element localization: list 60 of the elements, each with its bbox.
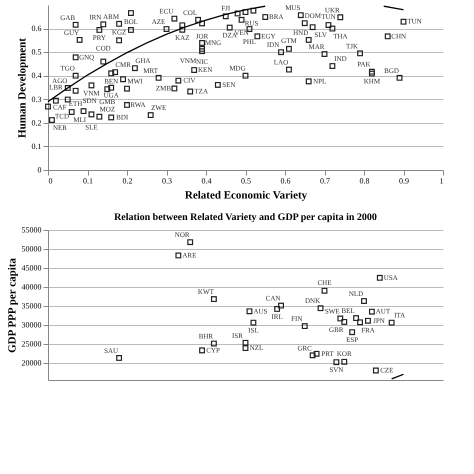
y-axis-title: Human Development [16, 38, 28, 138]
x-tick-label: 0.9 [399, 176, 409, 186]
point [376, 274, 383, 281]
point [210, 340, 217, 346]
y-tick-label: 20000 [22, 358, 42, 368]
x-tick-label: 0.4 [202, 176, 212, 186]
x-tick-label: 0.5 [241, 176, 251, 186]
y-tick-label: 45000 [22, 263, 42, 272]
y-tick-label: 40000 [22, 282, 42, 292]
point [210, 296, 217, 302]
point [246, 308, 252, 314]
y-tick-label: 0.4 [32, 71, 42, 80]
x-tick-label: 0 [48, 176, 52, 186]
x-tick-label: 0.2 [122, 176, 132, 186]
y-tick-label: 0 [38, 166, 42, 174]
point [187, 239, 194, 246]
point [199, 347, 205, 354]
x-tick-label: 0.1 [83, 176, 93, 186]
point [341, 358, 348, 365]
point [349, 329, 356, 336]
point [388, 320, 395, 326]
y-tick-label: 0.5 [32, 48, 42, 57]
point [368, 308, 375, 315]
point [357, 319, 363, 326]
y-tick-label: 0.3 [32, 94, 42, 104]
point [314, 350, 320, 357]
y-tick-label: 25000 [22, 339, 42, 348]
y-tick-label: 55000 [22, 226, 42, 234]
x-tick-label: 0.3 [162, 176, 172, 186]
x-tick-label: 0.6 [280, 176, 290, 186]
y-tick-label: 0.2 [32, 118, 42, 128]
point [310, 352, 316, 358]
point [365, 318, 371, 324]
y-tick-label: 50000 [22, 244, 42, 254]
point [333, 359, 340, 366]
point [278, 302, 284, 309]
point [318, 305, 324, 312]
point [302, 323, 308, 330]
point [242, 340, 248, 346]
point [250, 320, 256, 326]
x-tick-label: 0.8 [360, 176, 370, 186]
point [116, 355, 122, 361]
chart-title: Relation between Related Variety and GDP per capita in 2000 [114, 212, 377, 223]
y-tick-label: 0.1 [32, 142, 42, 151]
y-tick-label: 30000 [22, 320, 42, 330]
x-tick-label: 0.7 [320, 176, 330, 186]
point [372, 368, 379, 374]
point [337, 316, 344, 322]
x-axis-title: Related Economic Variety [184, 190, 308, 202]
point [242, 345, 248, 352]
point [274, 306, 280, 312]
point [322, 288, 328, 294]
point [361, 298, 367, 304]
y-tick-label: 35000 [22, 301, 42, 310]
x-tick-label: 1 [440, 176, 444, 186]
point [353, 315, 360, 322]
y-axis-title: GDP PPP per capita [6, 258, 18, 353]
point [175, 252, 182, 258]
point [341, 318, 348, 325]
y-tick-label: 0.6 [32, 24, 42, 34]
